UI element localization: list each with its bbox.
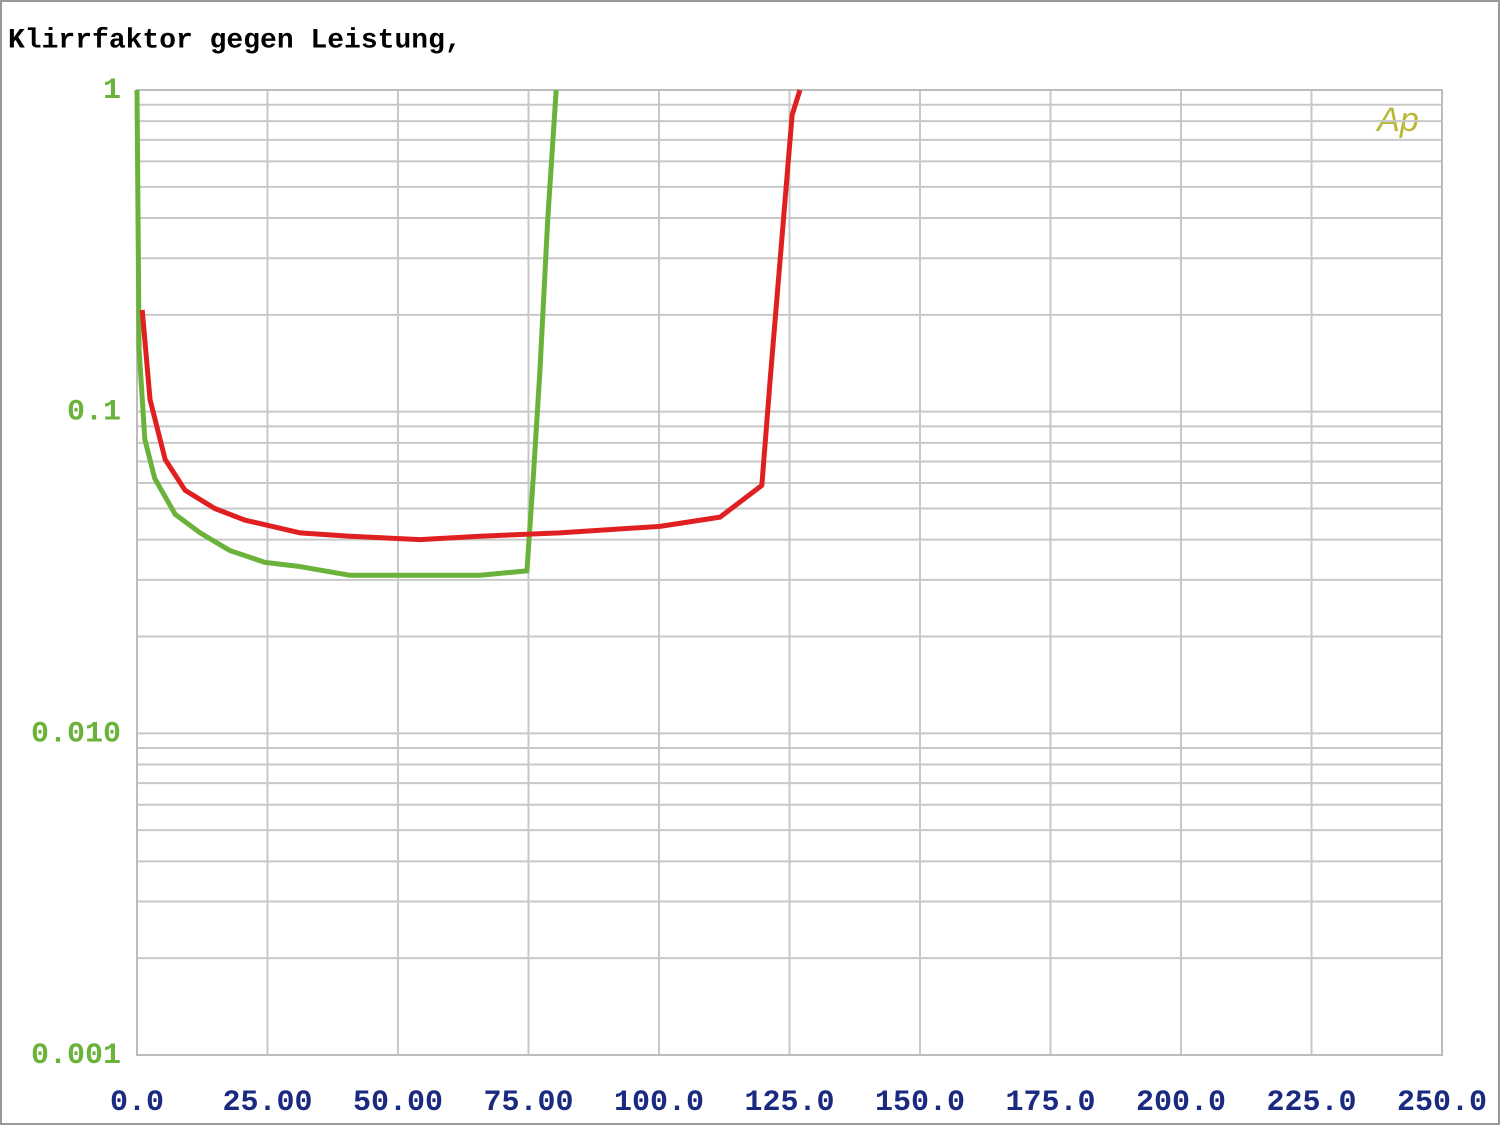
x-tick-label: 50.00 [353,1086,443,1120]
x-tick-label: 25.00 [222,1086,312,1120]
x-tick-label: 200.0 [1136,1086,1226,1120]
chart-title: Klirrfaktor gegen Leistung, [8,25,462,56]
x-tick-label: 125.0 [744,1086,834,1120]
series-line [134,89,559,578]
x-tick-label: 100.0 [614,1086,704,1120]
x-tick-label: 225.0 [1266,1086,1356,1120]
x-tick-label: 150.0 [875,1086,965,1120]
plot-frame [136,89,1443,1056]
x-tick-label: 0.0 [110,1086,164,1120]
y-tick-label: 0.1 [67,396,121,430]
y-tick-label: 0.010 [31,717,121,751]
logo: Ap [1375,101,1419,139]
y-tick-label: 0.001 [31,1039,121,1073]
y-tick-label: 1 [103,74,121,108]
x-tick-label: 175.0 [1005,1086,1095,1120]
series-line [139,89,803,543]
x-tick-label: 75.00 [483,1086,573,1120]
x-tick-label: 250.0 [1397,1086,1487,1120]
